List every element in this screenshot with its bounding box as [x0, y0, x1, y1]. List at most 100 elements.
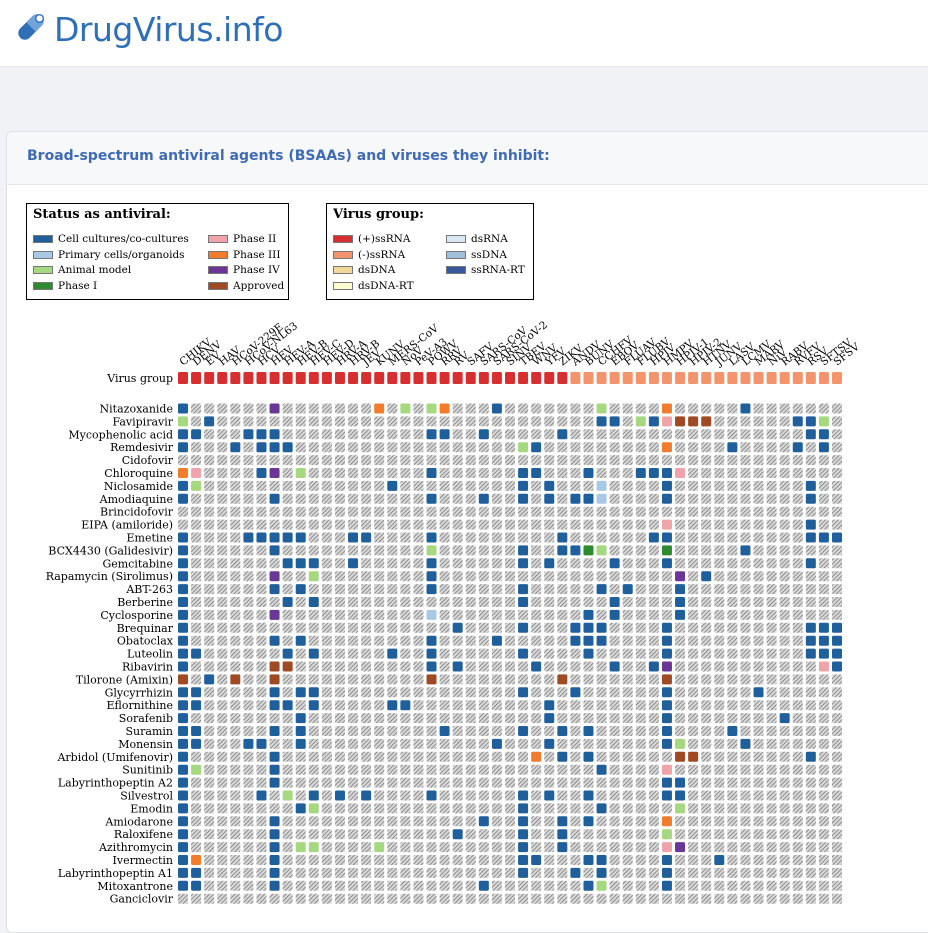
empty-cell: [465, 829, 476, 840]
empty-cell: [766, 442, 777, 453]
empty-cell: [256, 829, 267, 840]
empty-cell: [766, 545, 777, 556]
empty-cell: [191, 609, 202, 620]
virus-group-cell: [766, 372, 777, 384]
empty-cell: [544, 571, 555, 582]
empty-cell: [465, 816, 476, 827]
site-title-link[interactable]: DrugVirus.info: [54, 10, 283, 49]
empty-cell: [178, 455, 188, 466]
empty-cell: [204, 751, 215, 762]
virus-group-legend-label: ssDNA: [471, 248, 507, 261]
empty-cell: [701, 519, 712, 530]
status-cell: [308, 558, 319, 569]
status-cell: [387, 480, 398, 491]
empty-cell: [714, 571, 725, 582]
empty-cell: [465, 584, 476, 595]
empty-cell: [832, 855, 842, 865]
drug-row-label: Remdesivir: [110, 441, 174, 454]
status-cell: [178, 429, 188, 440]
empty-cell: [256, 893, 267, 904]
status-cell: [648, 416, 659, 427]
empty-cell: [609, 532, 620, 543]
empty-cell: [688, 738, 699, 749]
empty-cell: [766, 790, 777, 801]
empty-cell: [321, 829, 332, 840]
status-cell: [557, 674, 568, 685]
empty-cell: [465, 764, 476, 775]
empty-cell: [452, 880, 463, 891]
empty-cell: [635, 713, 646, 724]
status-cell: [243, 738, 254, 749]
empty-cell: [217, 506, 228, 517]
empty-cell: [491, 687, 502, 698]
empty-cell: [531, 687, 542, 698]
empty-cell: [308, 867, 319, 878]
empty-cell: [544, 584, 555, 595]
drug-row-label: Favipiravir: [112, 415, 173, 428]
empty-cell: [805, 661, 816, 672]
status-cell: [269, 609, 280, 620]
empty-cell: [648, 455, 659, 466]
empty-cell: [269, 506, 280, 517]
empty-cell: [400, 571, 411, 582]
empty-cell: [583, 442, 594, 453]
empty-cell: [753, 403, 764, 414]
empty-cell: [295, 609, 306, 620]
empty-cell: [518, 751, 529, 762]
empty-cell: [321, 687, 332, 698]
empty-cell: [400, 842, 411, 853]
empty-cell: [256, 635, 267, 646]
status-cell: [178, 687, 188, 698]
empty-cell: [413, 429, 424, 440]
empty-cell: [544, 545, 555, 556]
empty-cell: [648, 519, 659, 530]
empty-cell: [478, 842, 489, 853]
empty-cell: [387, 764, 398, 775]
empty-cell: [439, 713, 450, 724]
empty-cell: [779, 403, 790, 414]
empty-cell: [714, 829, 725, 840]
capsule-virus-icon[interactable]: [12, 8, 50, 46]
status-cell: [544, 790, 555, 801]
empty-cell: [361, 635, 372, 646]
empty-cell: [609, 777, 620, 788]
empty-cell: [818, 571, 829, 582]
status-cell: [518, 855, 529, 865]
empty-cell: [439, 532, 450, 543]
empty-cell: [727, 468, 738, 478]
status-cell: [426, 403, 437, 414]
drug-row-label: Raloxifene: [114, 828, 173, 841]
empty-cell: [426, 751, 437, 762]
empty-cell: [426, 777, 437, 788]
status-cell: [531, 855, 542, 865]
empty-cell: [544, 519, 555, 530]
empty-cell: [648, 493, 659, 504]
empty-cell: [688, 597, 699, 607]
empty-cell: [635, 584, 646, 595]
empty-cell: [792, 700, 803, 711]
empty-cell: [413, 532, 424, 543]
empty-cell: [230, 661, 241, 672]
empty-cell: [478, 648, 489, 659]
virus-group-cell: [321, 372, 332, 384]
empty-cell: [413, 558, 424, 569]
empty-cell: [295, 429, 306, 440]
empty-cell: [505, 790, 515, 801]
empty-cell: [400, 738, 411, 749]
empty-cell: [334, 609, 345, 620]
status-cell: [661, 867, 672, 878]
empty-cell: [609, 442, 620, 453]
empty-cell: [714, 816, 725, 827]
virus-group-cell: [635, 372, 646, 384]
empty-cell: [204, 506, 215, 517]
empty-cell: [583, 687, 594, 698]
empty-cell: [701, 764, 712, 775]
empty-cell: [334, 880, 345, 891]
empty-cell: [217, 584, 228, 595]
empty-cell: [230, 893, 241, 904]
empty-cell: [544, 661, 555, 672]
empty-cell: [505, 842, 515, 853]
empty-cell: [491, 764, 502, 775]
empty-cell: [805, 455, 816, 466]
empty-cell: [688, 803, 699, 814]
